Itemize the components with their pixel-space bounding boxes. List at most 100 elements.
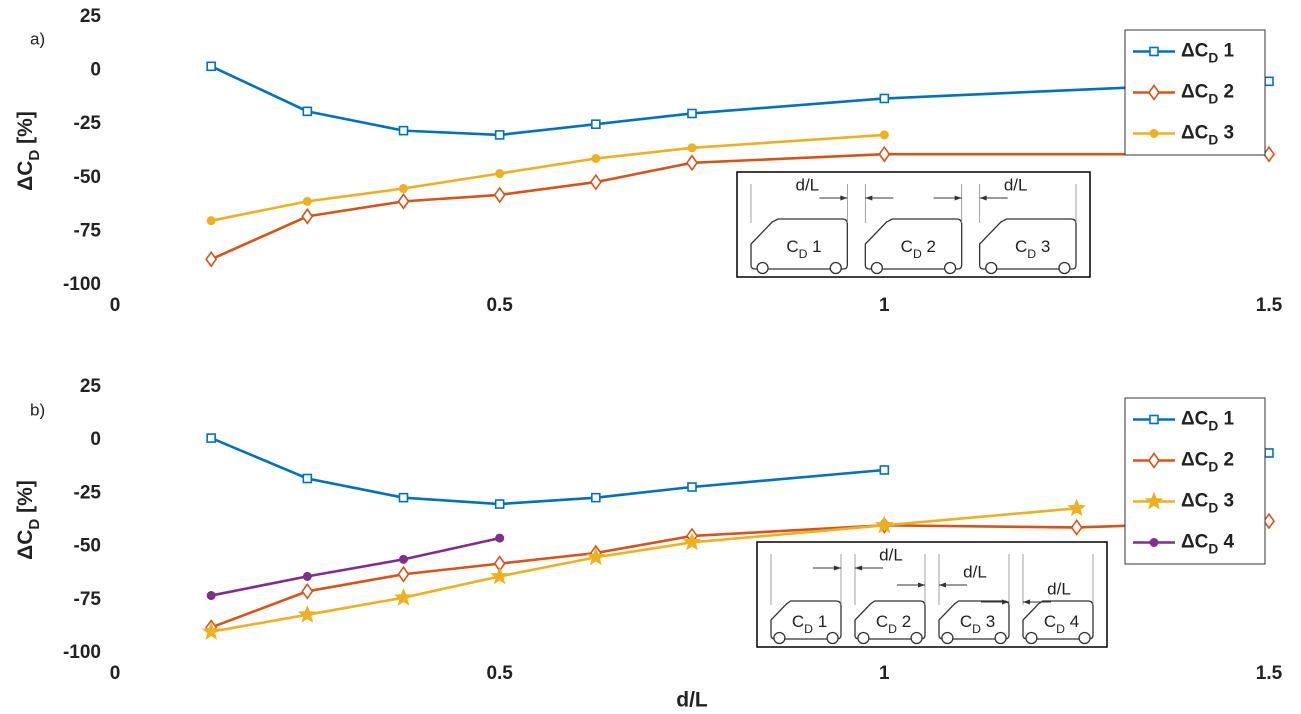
marker bbox=[398, 492, 409, 503]
y-tick-label: -25 bbox=[74, 113, 102, 134]
wheel bbox=[994, 631, 1007, 645]
marker bbox=[586, 547, 606, 566]
marker bbox=[206, 591, 216, 601]
marker bbox=[301, 208, 314, 225]
marker bbox=[206, 433, 216, 443]
arrow-head bbox=[939, 582, 946, 588]
wheel bbox=[943, 261, 957, 275]
marker bbox=[206, 216, 216, 226]
y-tick-label: 0 bbox=[90, 429, 101, 450]
marker bbox=[398, 125, 409, 136]
wheel bbox=[1025, 631, 1038, 645]
marker bbox=[302, 106, 313, 117]
y-axis-label: ΔCD [%] bbox=[14, 480, 43, 560]
wheel bbox=[1078, 631, 1091, 645]
wheel bbox=[756, 261, 769, 275]
vehicle bbox=[1022, 600, 1094, 640]
marker bbox=[1148, 452, 1160, 469]
marker bbox=[493, 186, 506, 204]
vehicle-label: CD 3 bbox=[960, 613, 995, 637]
dimension-label: d/L bbox=[879, 545, 903, 564]
marker bbox=[399, 184, 408, 194]
arrow-head bbox=[855, 565, 862, 571]
marker bbox=[591, 492, 601, 503]
y-tick-label: 25 bbox=[80, 6, 102, 27]
vehicle bbox=[854, 600, 926, 640]
marker bbox=[1149, 46, 1159, 57]
wheel bbox=[910, 631, 923, 645]
y-tick-label: -50 bbox=[74, 536, 101, 557]
y-tick-label: -75 bbox=[74, 220, 102, 241]
marker bbox=[397, 565, 410, 583]
vehicle-label: CD 4 bbox=[1044, 613, 1079, 637]
y-tick-label: -50 bbox=[74, 167, 101, 188]
vehicle-label: CD 3 bbox=[1015, 237, 1050, 261]
wheel bbox=[1058, 261, 1071, 275]
marker bbox=[494, 499, 505, 509]
marker bbox=[201, 621, 221, 640]
marker bbox=[1264, 76, 1274, 87]
wheel bbox=[829, 261, 842, 275]
marker bbox=[879, 465, 890, 475]
series-line bbox=[210, 536, 500, 597]
legend-label: ΔCD 1 bbox=[1181, 409, 1235, 434]
legend-label: ΔCD 4 bbox=[1181, 532, 1235, 557]
marker bbox=[1263, 145, 1275, 163]
marker bbox=[399, 554, 408, 564]
marker bbox=[302, 473, 313, 484]
marker bbox=[495, 169, 505, 179]
wheel bbox=[985, 261, 998, 275]
wheel bbox=[773, 631, 786, 645]
marker bbox=[1264, 448, 1274, 458]
marker bbox=[879, 130, 889, 140]
vehicle-label: CD 1 bbox=[792, 613, 827, 637]
y-tick-label: 25 bbox=[80, 376, 102, 397]
marker bbox=[879, 93, 890, 104]
marker bbox=[297, 604, 317, 623]
panel-label: b) bbox=[30, 400, 45, 419]
x-tick-label: 1.5 bbox=[1256, 295, 1283, 316]
marker bbox=[205, 250, 218, 268]
marker bbox=[1149, 129, 1159, 138]
series-line bbox=[210, 507, 1077, 634]
wheel bbox=[826, 631, 839, 645]
arrow-head bbox=[1023, 599, 1030, 605]
legend-label: ΔCD 3 bbox=[1181, 491, 1234, 516]
vehicle-label: CD 2 bbox=[876, 613, 911, 637]
marker bbox=[591, 119, 601, 129]
marker bbox=[874, 515, 894, 534]
y-tick-label: -25 bbox=[74, 482, 102, 503]
dimension-label: d/L bbox=[796, 175, 820, 194]
arrow-head bbox=[1002, 599, 1009, 605]
marker bbox=[682, 532, 702, 551]
marker bbox=[1070, 519, 1083, 536]
marker bbox=[394, 587, 413, 606]
vehicle-label: CD 2 bbox=[901, 237, 936, 261]
legend-box bbox=[1124, 397, 1266, 565]
legend-label: ΔCD 3 bbox=[1181, 123, 1234, 148]
panel-label: a) bbox=[30, 29, 45, 48]
marker bbox=[302, 571, 312, 581]
x-tick-label: 0 bbox=[110, 295, 121, 316]
dimension-label: d/L bbox=[1004, 175, 1028, 194]
x-axis-label: d/L bbox=[676, 689, 708, 712]
marker bbox=[1067, 498, 1087, 517]
dimension-label: d/L bbox=[963, 562, 987, 581]
x-tick-label: 0 bbox=[110, 663, 121, 684]
vehicle bbox=[770, 600, 842, 640]
marker bbox=[687, 108, 697, 119]
x-tick-label: 1 bbox=[879, 295, 890, 316]
y-tick-label: -100 bbox=[63, 642, 101, 663]
wheel bbox=[857, 631, 870, 645]
marker bbox=[591, 154, 601, 164]
arrow-head bbox=[918, 582, 925, 588]
marker bbox=[302, 196, 312, 206]
vehicle bbox=[864, 218, 963, 270]
vehicle bbox=[750, 218, 848, 270]
arrow-head bbox=[840, 195, 848, 201]
x-tick-label: 0.5 bbox=[486, 663, 513, 684]
wheel bbox=[941, 631, 954, 645]
series-line bbox=[211, 438, 1269, 504]
marker bbox=[686, 154, 698, 172]
marker bbox=[397, 193, 410, 210]
